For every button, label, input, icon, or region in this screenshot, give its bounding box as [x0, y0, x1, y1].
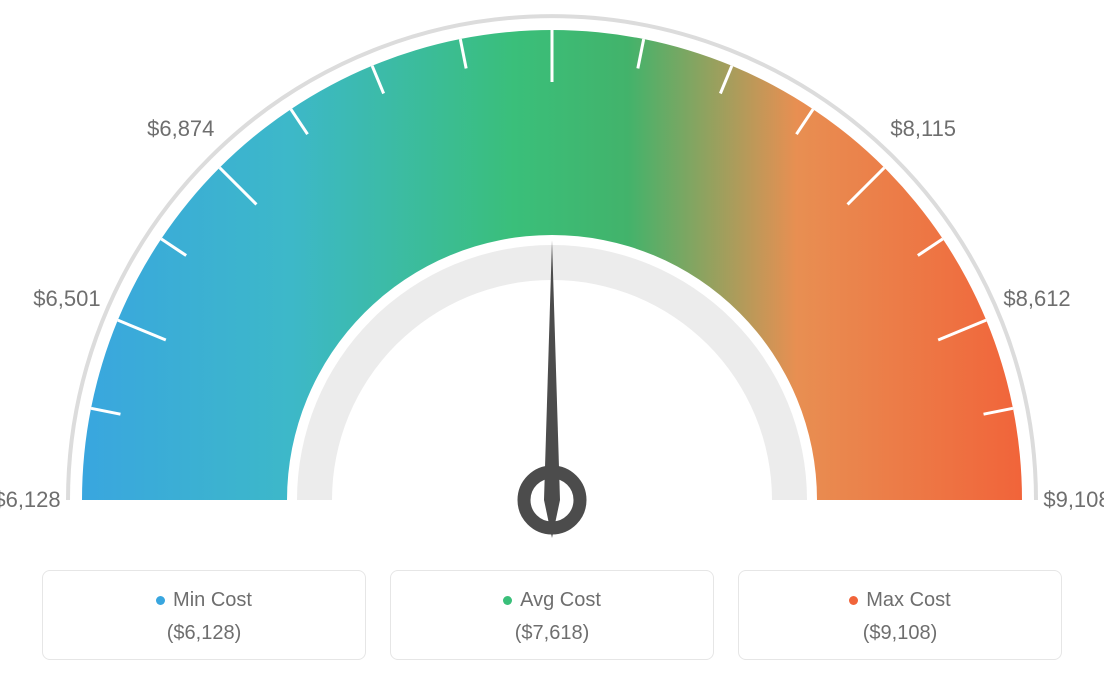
legend-card-avg: Avg Cost ($7,618) [390, 570, 714, 660]
legend-label: Avg Cost [520, 589, 601, 612]
legend-card-max: Max Cost ($9,108) [738, 570, 1062, 660]
gauge-tick-label: $9,108 [1043, 487, 1104, 513]
legend-value-min: ($6,128) [53, 622, 355, 645]
gauge-tick-label: $6,128 [0, 487, 61, 513]
dot-icon [503, 596, 512, 605]
legend-label: Max Cost [866, 589, 950, 612]
gauge-tick-label: $6,501 [33, 286, 100, 312]
legend-value-max: ($9,108) [749, 622, 1051, 645]
dot-icon [156, 596, 165, 605]
gauge-tick-label: $8,115 [890, 116, 956, 142]
legend-row: Min Cost ($6,128) Avg Cost ($7,618) Max … [42, 570, 1062, 660]
cost-gauge-chart: $6,128$6,501$6,874$7,618$8,115$8,612$9,1… [0, 0, 1104, 550]
legend-title-avg: Avg Cost [503, 589, 601, 612]
legend-card-min: Min Cost ($6,128) [42, 570, 366, 660]
legend-title-max: Max Cost [849, 589, 950, 612]
legend-label: Min Cost [173, 589, 252, 612]
legend-value-avg: ($7,618) [401, 622, 703, 645]
gauge-tick-label: $8,612 [1003, 286, 1070, 312]
dot-icon [849, 596, 858, 605]
legend-title-min: Min Cost [156, 589, 252, 612]
gauge-tick-label: $6,874 [147, 116, 214, 142]
